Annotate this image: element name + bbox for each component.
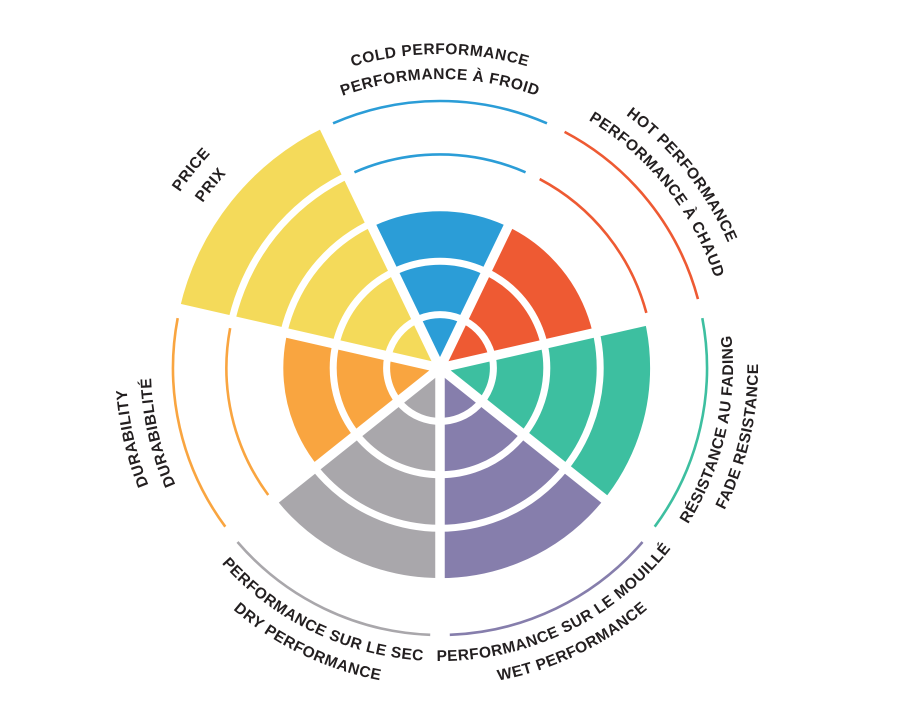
remaining-level-arc-cold-performance-level-5 (332, 99, 548, 125)
sector-label-cold-performance-en: COLD PERFORMANCE (349, 41, 531, 70)
sector-fill-price (179, 127, 440, 368)
remaining-level-arc-hot-performance-level-5 (563, 130, 700, 300)
sector-label-hot-performance-en: HOT PERFORMANCE (623, 104, 740, 244)
remaining-level-arc-durability-level-5 (171, 317, 227, 528)
remaining-level-arc-fade-resistance-level-5 (653, 317, 709, 528)
sector-fill-wet-performance (440, 368, 607, 582)
remaining-level-arc-dry-performance-level-5 (236, 541, 431, 637)
sector-divider (316, 118, 445, 371)
remaining-level-arc-hot-performance-level-4 (539, 177, 648, 314)
remaining-level-arc-wet-performance-level-5 (449, 541, 644, 637)
sector-divider (438, 302, 710, 373)
sector-fill-cold-performance (370, 207, 510, 368)
remaining-level-arc-cold-performance-level-4 (353, 153, 527, 174)
sector-divider (222, 364, 443, 544)
sector-label-text-cold-performance-fr: PERFORMANCE À FROID (338, 66, 541, 100)
sector-fill-dry-performance (273, 368, 440, 582)
sector-divider (170, 302, 442, 373)
sector-label-cold-performance-fr: PERFORMANCE À FROID (338, 66, 542, 100)
sector-divider (435, 118, 564, 371)
remaining-level-arc-durability-level-4 (225, 327, 270, 496)
sector-fill-durability (279, 332, 440, 468)
sector-label-text-cold-performance-en: COLD PERFORMANCE (349, 41, 531, 70)
sector-label-text-hot-performance-en: HOT PERFORMANCE (623, 104, 739, 244)
sector-divider (437, 364, 658, 544)
